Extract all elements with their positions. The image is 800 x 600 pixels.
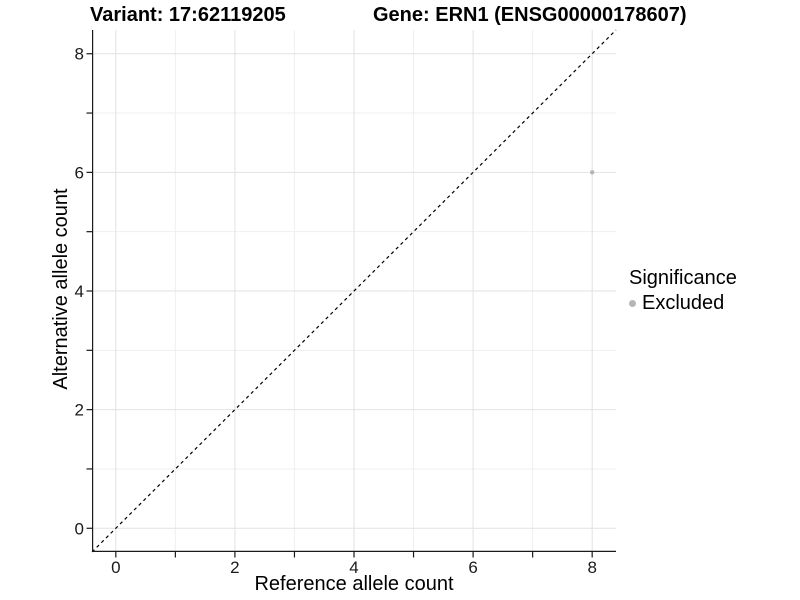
x-tick-label: 4 bbox=[349, 558, 358, 577]
y-tick-label: 2 bbox=[75, 401, 84, 420]
y-axis-label: Alternative allele count bbox=[50, 188, 72, 390]
x-axis-label: Reference allele count bbox=[254, 573, 454, 595]
x-tick-label: 2 bbox=[230, 558, 239, 577]
identity-dashed-line bbox=[91, 29, 617, 553]
data-point bbox=[589, 170, 595, 175]
x-tick-label: 0 bbox=[111, 558, 120, 577]
legend-point-icon bbox=[629, 299, 636, 307]
y-tick-label: 0 bbox=[75, 519, 84, 538]
gene-title: Gene: ERN1 (ENSG00000178607) bbox=[373, 4, 687, 26]
y-tick-label: 4 bbox=[75, 282, 84, 301]
legend-item-excluded: Excluded bbox=[629, 291, 737, 315]
legend: Significance Excluded bbox=[629, 266, 737, 315]
variant-title: Variant: 17:62119205 bbox=[90, 4, 286, 26]
plot-panel: 0 2 4 6 8 0 2 4 6 8 bbox=[75, 29, 617, 577]
y-tick-label: 8 bbox=[75, 45, 84, 64]
legend-item-label: Excluded bbox=[642, 292, 725, 314]
legend-title: Significance bbox=[629, 267, 737, 289]
y-tick-label: 6 bbox=[75, 163, 84, 182]
x-tick-label: 6 bbox=[468, 558, 477, 577]
x-tick-label: 8 bbox=[587, 558, 596, 577]
